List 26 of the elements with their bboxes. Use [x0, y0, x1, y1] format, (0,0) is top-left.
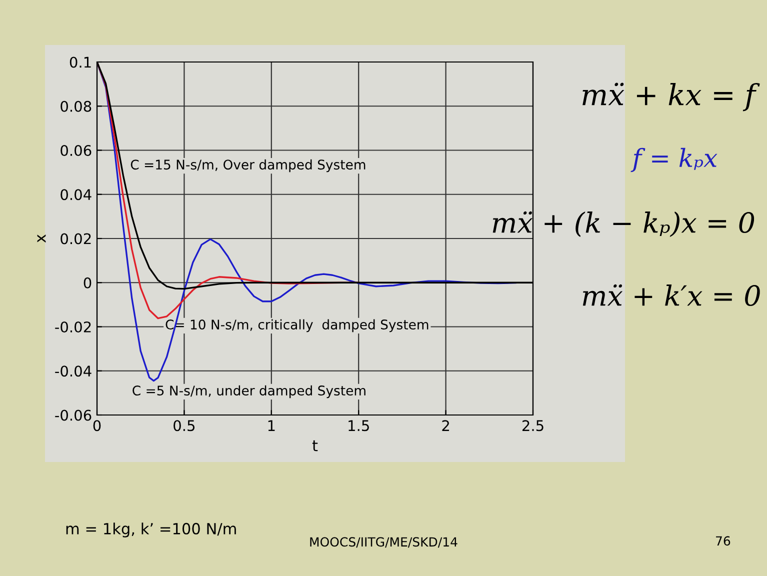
text: 76	[716, 536, 730, 546]
x-tick-label: 2.5	[522, 420, 544, 432]
annotation: C =15 N-s/m, Over damped System	[130, 159, 366, 172]
y-tick-label: -0.06	[55, 410, 92, 421]
y-tick-label: 0.1	[70, 56, 91, 68]
text: m = 1kg, k’ =100 N/m	[66, 522, 236, 538]
x-tick-label: 2	[442, 420, 449, 431]
text: mẍ + kx = f	[582, 82, 760, 112]
x-tick-label: 1.5	[348, 420, 369, 432]
y-tick-label: 0.04	[60, 189, 92, 200]
y-tick-label: -0.04	[55, 366, 92, 377]
text: MOOCS/IITG/ME/SKD/14	[310, 537, 458, 548]
y-tick-label: 0.06	[60, 144, 92, 156]
x-tick-label: 0	[93, 420, 101, 432]
text: f = kₚx	[630, 148, 718, 172]
y-tick-label: 0.08	[60, 100, 92, 112]
y-tick-label: -0.02	[55, 321, 91, 332]
y-axis-title: x	[37, 234, 46, 243]
y-tick-label: 0	[84, 277, 92, 288]
annotation: C =5 N-s/m, under damped System	[132, 385, 366, 398]
y-tick-label: 0.02	[60, 233, 91, 244]
x-tick-label: 1	[268, 420, 275, 431]
annotation: mẍ + (k − kₚ)x = 0	[492, 211, 754, 237]
x-axis-title: t	[312, 440, 318, 452]
text: mẍ + k′x = 0	[582, 284, 760, 306]
x-tick-label: 0.5	[174, 420, 195, 432]
